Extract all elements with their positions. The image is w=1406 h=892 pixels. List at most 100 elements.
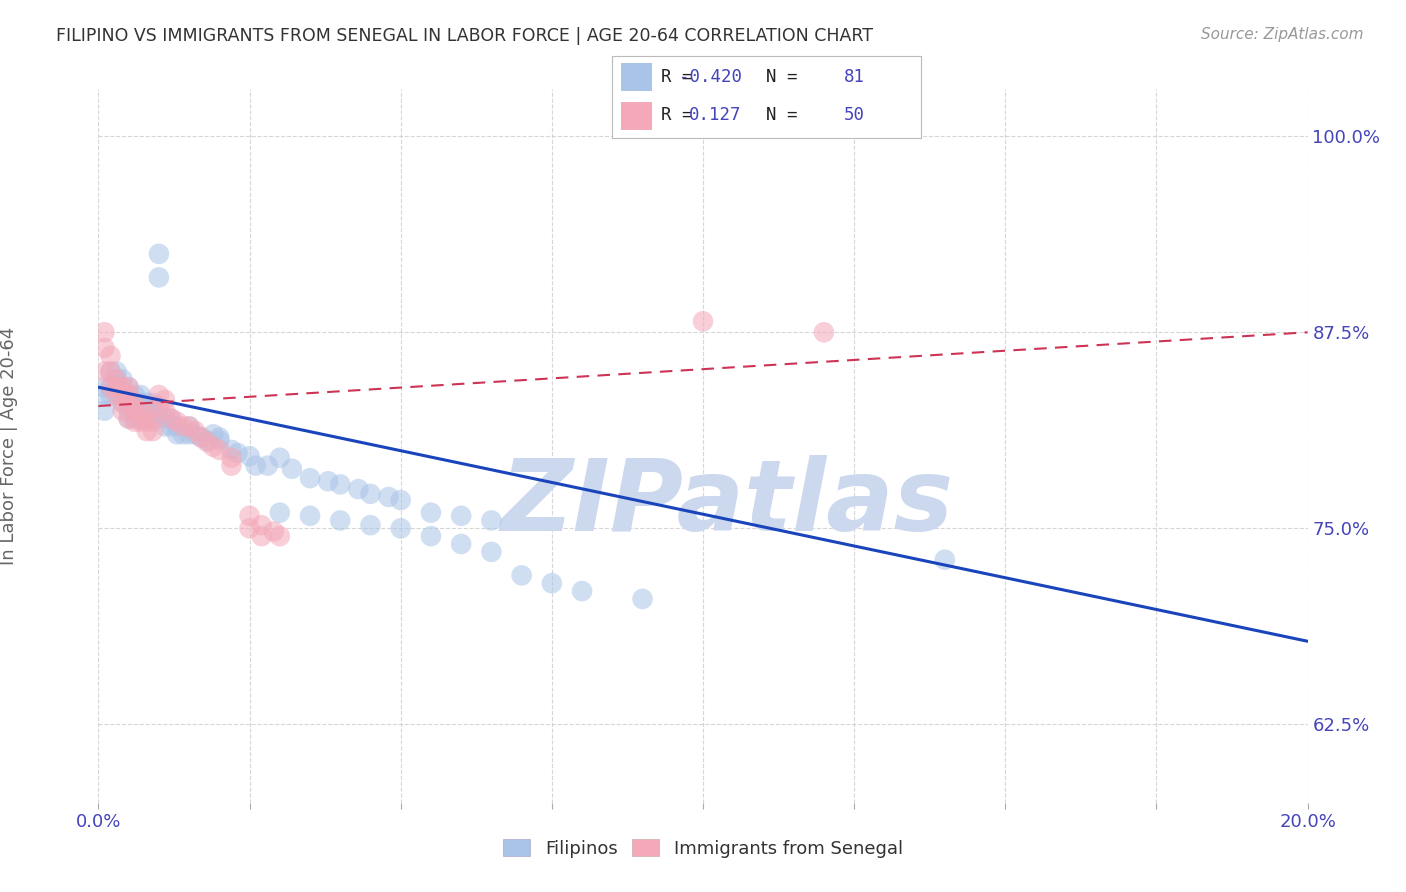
Point [105, 380, 128, 394]
Point [179, 427, 201, 442]
Point [510, 568, 533, 582]
Point [129, 388, 152, 402]
Point [93, 341, 115, 355]
Point [105, 388, 128, 402]
Point [111, 380, 134, 394]
Point [142, 424, 165, 438]
Point [692, 314, 714, 328]
Point [389, 493, 412, 508]
Point [118, 403, 141, 417]
Text: 81: 81 [844, 68, 865, 86]
Point [129, 415, 152, 429]
Text: N =: N = [766, 106, 797, 124]
Point [111, 372, 134, 386]
Point [142, 403, 165, 417]
Point [299, 471, 322, 485]
Point [221, 442, 243, 457]
Point [269, 506, 291, 520]
Point [450, 537, 472, 551]
Point [129, 411, 152, 425]
Point [100, 380, 122, 394]
Point [118, 396, 141, 410]
Bar [621, 103, 652, 130]
Point [153, 403, 176, 417]
Y-axis label: In Labor Force | Age 20-64: In Labor Force | Age 20-64 [0, 326, 18, 566]
Point [93, 326, 115, 340]
Point [111, 403, 134, 417]
Bar [621, 62, 652, 91]
Point [202, 440, 225, 454]
Point [160, 411, 183, 425]
Point [166, 419, 188, 434]
Point [118, 411, 141, 425]
Point [172, 427, 194, 442]
Point [250, 518, 273, 533]
Point [195, 434, 218, 448]
Point [100, 380, 122, 394]
Point [360, 518, 382, 533]
Point [450, 508, 472, 523]
Point [631, 591, 654, 606]
Text: ZIPatlas: ZIPatlas [501, 455, 953, 551]
Point [148, 247, 170, 261]
Point [111, 396, 134, 410]
Point [124, 388, 146, 402]
Point [135, 411, 157, 425]
Point [166, 415, 188, 429]
Point [245, 458, 267, 473]
Point [124, 411, 146, 425]
Point [360, 487, 382, 501]
Text: 0.127: 0.127 [689, 106, 741, 124]
Point [148, 399, 170, 413]
Point [124, 396, 146, 410]
Point [118, 388, 141, 402]
Point [481, 545, 503, 559]
Text: FILIPINO VS IMMIGRANTS FROM SENEGAL IN LABOR FORCE | AGE 20-64 CORRELATION CHART: FILIPINO VS IMMIGRANTS FROM SENEGAL IN L… [56, 27, 873, 45]
Text: R =: R = [661, 106, 693, 124]
Point [221, 458, 243, 473]
Point [118, 380, 141, 394]
Point [160, 419, 183, 434]
Point [118, 380, 141, 394]
Text: 50: 50 [844, 106, 865, 124]
Point [124, 403, 146, 417]
Point [208, 442, 231, 457]
Point [135, 403, 157, 417]
Point [111, 388, 134, 402]
Point [389, 521, 412, 535]
Point [239, 449, 262, 463]
Point [124, 415, 146, 429]
Point [100, 364, 122, 378]
Point [105, 380, 128, 394]
Point [256, 458, 278, 473]
Point [184, 424, 207, 438]
Point [105, 372, 128, 386]
Point [118, 396, 141, 410]
Point [153, 392, 176, 407]
Point [111, 396, 134, 410]
Point [250, 529, 273, 543]
Point [377, 490, 399, 504]
Point [124, 403, 146, 417]
Point [269, 529, 291, 543]
Point [299, 508, 322, 523]
Point [540, 576, 562, 591]
Point [239, 508, 262, 523]
Text: Source: ZipAtlas.com: Source: ZipAtlas.com [1201, 27, 1364, 42]
Point [160, 411, 183, 425]
Point [179, 419, 201, 434]
Point [202, 427, 225, 442]
Point [129, 403, 152, 417]
Point [111, 388, 134, 402]
Point [190, 430, 212, 444]
Point [124, 396, 146, 410]
Point [129, 396, 152, 410]
Point [221, 450, 243, 465]
Point [93, 403, 115, 417]
Point [93, 388, 115, 402]
Point [118, 411, 141, 425]
Point [105, 364, 128, 378]
Point [420, 506, 443, 520]
Point [166, 427, 188, 442]
Point [329, 514, 352, 528]
